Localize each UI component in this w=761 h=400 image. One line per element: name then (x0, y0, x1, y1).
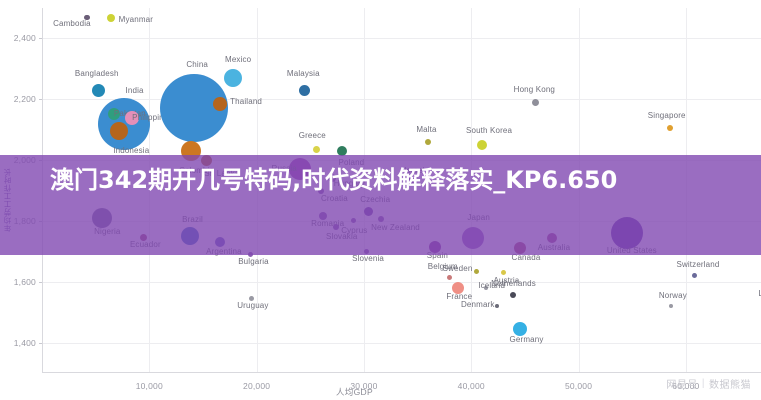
bubble-belgium[interactable] (447, 274, 453, 280)
bubble-greece[interactable] (313, 145, 321, 153)
bubble-myanmar[interactable] (106, 13, 115, 22)
x-tick-label: 20,000 (243, 381, 271, 391)
gridline-horizontal (42, 281, 761, 283)
point-label-spain: Spain (426, 250, 448, 260)
point-label-south-korea: South Korea (465, 125, 513, 135)
point-label-myanmar: Myanmar (118, 14, 154, 24)
y-tick-mark (39, 99, 42, 101)
point-label-netherlands: Netherlands (491, 279, 536, 289)
point-label-cambodia: Cambodia (53, 19, 91, 29)
point-label-slovenia: Slovenia (352, 254, 384, 264)
bubble-iceland[interactable] (484, 285, 489, 290)
bubble-malta[interactable] (425, 138, 432, 145)
point-label-thailand: Thailand (230, 96, 263, 106)
bubble-cambodia[interactable] (84, 14, 90, 20)
bubble-norway[interactable] (668, 304, 673, 309)
x-tick-label: 60,000 (672, 381, 700, 391)
x-tick-label: 10,000 (135, 381, 163, 391)
overlay-banner (0, 155, 761, 255)
point-label-france: France (446, 291, 473, 301)
bubble-france[interactable] (452, 281, 465, 294)
y-tick-mark (39, 342, 42, 344)
point-label-switzerland: Switzerland (676, 259, 720, 269)
point-label-sweden: Sweden (442, 264, 473, 274)
point-label-india: India (125, 85, 144, 95)
overlay-title: 澳门342期开几号特码,时代资料解释落实_KP6.650 (50, 166, 618, 194)
y-tick-label: 1,400 (13, 337, 36, 348)
point-label-greece: Greece (298, 131, 326, 141)
bubble-sweden[interactable] (474, 268, 480, 274)
bubble-south-korea[interactable] (476, 139, 487, 150)
point-label-norway: Norway (658, 291, 687, 301)
bubble-malaysia[interactable] (299, 84, 311, 96)
point-label-luxembourg: Luxembourg (758, 288, 761, 298)
point-label-austria: Austria (493, 275, 520, 285)
point-label-denmark: Denmark (461, 300, 495, 310)
gridline-horizontal (42, 342, 761, 344)
point-label-uruguay: Uruguay (237, 301, 269, 311)
point-label-malta: Malta (416, 124, 437, 134)
x-axis-title: 人均GDP (336, 387, 373, 397)
watermark-separator: | (701, 378, 705, 389)
x-tick-label: 30,000 (350, 381, 378, 391)
bubble-indonesia[interactable] (110, 122, 129, 141)
y-tick-mark (39, 38, 42, 40)
point-label-malaysia: Malaysia (286, 69, 320, 79)
gridline-horizontal (42, 38, 761, 40)
x-tick-label: 40,000 (457, 381, 485, 391)
bubble-poland[interactable] (337, 145, 348, 156)
y-tick-label: 1,600 (13, 276, 36, 287)
bubble-uruguay[interactable] (248, 295, 254, 301)
point-label-philippines: Philippines (132, 112, 173, 122)
bubble-germany[interactable] (512, 321, 527, 336)
point-label-canada: Canada (511, 253, 541, 263)
point-label-iceland: Iceland (478, 280, 506, 290)
watermark-brand: 网易号 (666, 380, 698, 391)
bubble-switzerland[interactable] (691, 273, 697, 279)
x-tick-label: 50,000 (564, 381, 593, 391)
watermark-account: 数据熊猫 (709, 380, 751, 391)
point-label-bangladesh: Bangladesh (74, 69, 119, 79)
x-axis-line (42, 372, 761, 373)
y-tick-label: 2,200 (13, 94, 36, 105)
bubble-hong-kong[interactable] (532, 98, 540, 106)
y-tick-label: 2,400 (13, 33, 36, 44)
point-label-belgium: Belgium (427, 262, 458, 272)
bubble-thailand[interactable] (213, 96, 228, 111)
point-label-china: China (186, 60, 209, 70)
bubble-philippines[interactable] (125, 110, 140, 125)
y-tick-mark (39, 281, 42, 283)
bubble-netherlands[interactable] (510, 292, 517, 299)
bubble-bangladesh[interactable] (92, 83, 106, 97)
bubble-austria[interactable] (500, 270, 506, 276)
point-label-singapore: Singapore (647, 111, 686, 121)
point-label-germany: Germany (509, 334, 544, 344)
bubble-mexico[interactable] (224, 68, 243, 87)
point-label-indonesia: Indonesia (113, 146, 150, 156)
point-label-hong-kong: Hong Kong (513, 85, 556, 95)
bubble-singapore[interactable] (666, 125, 673, 132)
watermark: 网易号 | 数据熊猫 (666, 376, 751, 391)
gridline-horizontal (42, 99, 761, 101)
bubble-denmark[interactable] (495, 304, 499, 309)
point-label-bulgaria: Bulgaria (238, 257, 269, 267)
point-label-mexico: Mexico (225, 54, 252, 64)
bubble-pakistan[interactable] (107, 108, 120, 121)
